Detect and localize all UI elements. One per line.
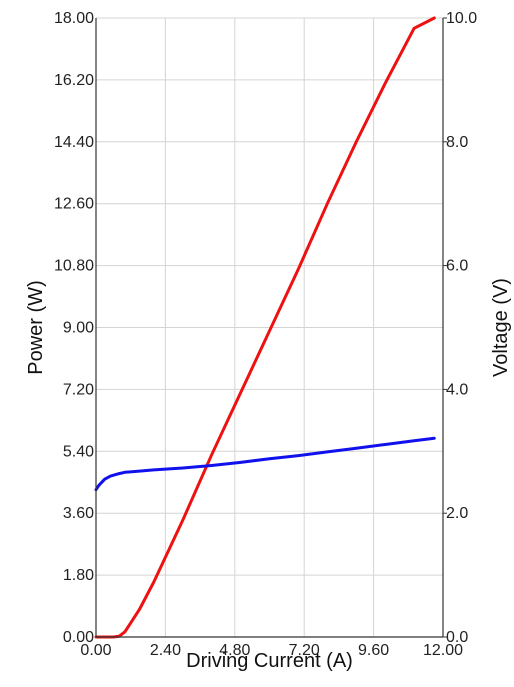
x-tick-label: 7.20 <box>289 642 320 659</box>
x-tick-label: 4.80 <box>219 642 250 659</box>
y2-tick-label: 0.0 <box>446 629 468 646</box>
x-tick-label: 12.00 <box>423 642 463 659</box>
tick-labels: 0.00 2.40 4.80 7.20 9.60 12.00 0.00 1.80 3.60 5.4… <box>54 10 477 659</box>
x-tick-label: 0.00 <box>80 642 111 659</box>
y-tick-label: 12.60 <box>54 196 94 213</box>
y2-tick-label: 8.0 <box>446 134 468 151</box>
x-tick-label: 2.40 <box>150 642 181 659</box>
y2-axis-title: Voltage (V) <box>490 278 512 377</box>
plot-frame <box>95 17 447 638</box>
power-series-line <box>94 16 436 639</box>
y-tick-label: 3.60 <box>63 505 94 522</box>
plot-area <box>94 16 436 639</box>
y-tick-label: 14.40 <box>54 134 94 151</box>
y-tick-label: 0.00 <box>63 629 94 646</box>
y-tick-label: 18.00 <box>54 10 94 27</box>
y-tick-label: 16.20 <box>54 72 94 89</box>
y2-tick-label: 10.0 <box>446 10 477 27</box>
grid <box>95 17 444 638</box>
y2-tick-label: 4.0 <box>446 381 468 398</box>
x-tick-label: 9.60 <box>358 642 389 659</box>
y-tick-label: 7.20 <box>63 381 94 398</box>
y2-tick-label: 6.0 <box>446 258 468 275</box>
y-axis-title: Power (W) <box>25 280 47 374</box>
y-tick-label: 9.00 <box>63 320 94 337</box>
voltage-series-line <box>94 436 436 492</box>
y-tick-label: 5.40 <box>63 443 94 460</box>
y2-tick-label: 2.0 <box>446 505 468 522</box>
x-axis-title: Driving Current (A) <box>186 650 353 672</box>
y-tick-label: 10.80 <box>54 258 94 275</box>
y-tick-label: 1.80 <box>63 567 94 584</box>
